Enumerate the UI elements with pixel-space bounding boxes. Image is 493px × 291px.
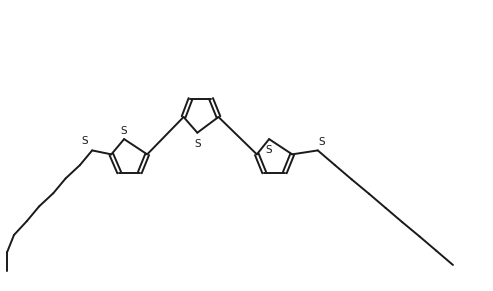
Text: S: S (194, 139, 201, 149)
Text: S: S (121, 126, 127, 136)
Text: S: S (266, 145, 273, 155)
Text: S: S (82, 136, 88, 146)
Text: S: S (319, 137, 325, 148)
